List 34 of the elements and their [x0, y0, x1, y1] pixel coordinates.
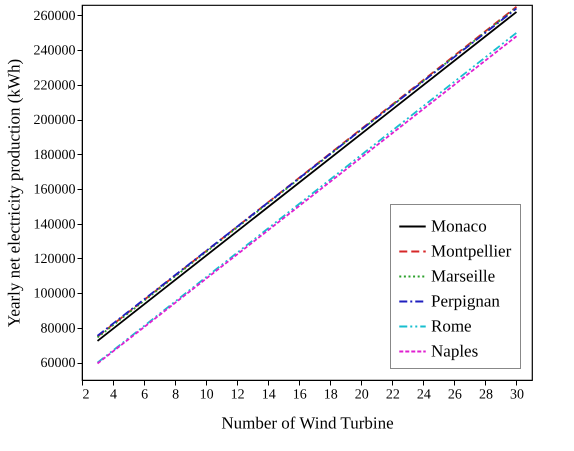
y-tick-label: 160000	[34, 182, 76, 198]
x-axis-title: Number of Wind Turbine	[221, 414, 394, 432]
x-tick-label: 2	[82, 388, 90, 402]
y-tick-label: 100000	[34, 286, 76, 302]
x-tick-label: 10	[200, 388, 214, 402]
y-tick-label: 200000	[34, 113, 76, 128]
x-tick-label: 8	[172, 388, 180, 402]
y-tick-label: 240000	[34, 44, 76, 59]
y-tick-label: 140000	[34, 217, 76, 232]
y-tick-label: 60000	[40, 356, 76, 372]
x-tick-label: 14	[262, 388, 276, 402]
x-tick-label: 12	[230, 388, 245, 402]
x-tick-label: 26	[448, 388, 462, 402]
x-tick-label: 24	[416, 388, 431, 402]
y-tick-label: 260000	[34, 8, 76, 24]
y-tick-label: 220000	[34, 78, 76, 94]
y-tick-label: 80000	[40, 321, 76, 336]
y-axis-title: Yearly net electricity production (kWh)	[4, 58, 24, 328]
legend-label: Rome	[431, 316, 472, 336]
x-tick-label: 6	[141, 388, 148, 402]
x-tick-label: 20	[354, 388, 369, 402]
legend-label: Marseille	[431, 266, 496, 286]
x-tick-label: 18	[324, 388, 338, 402]
x-tick-label: 4	[110, 388, 118, 402]
x-tick-label: 30	[510, 388, 524, 402]
x-tick-label: 22	[386, 388, 400, 402]
x-tick-label: 28	[478, 388, 493, 402]
x-tick-label: 16	[292, 388, 307, 402]
y-tick-label: 120000	[34, 252, 76, 267]
legend-label: Perpignan	[431, 292, 500, 310]
legend-label: Monaco	[431, 216, 487, 236]
legend-label: Montpellier	[431, 242, 512, 260]
y-tick-label: 180000	[34, 148, 76, 163]
legend-label: Naples	[431, 342, 478, 360]
